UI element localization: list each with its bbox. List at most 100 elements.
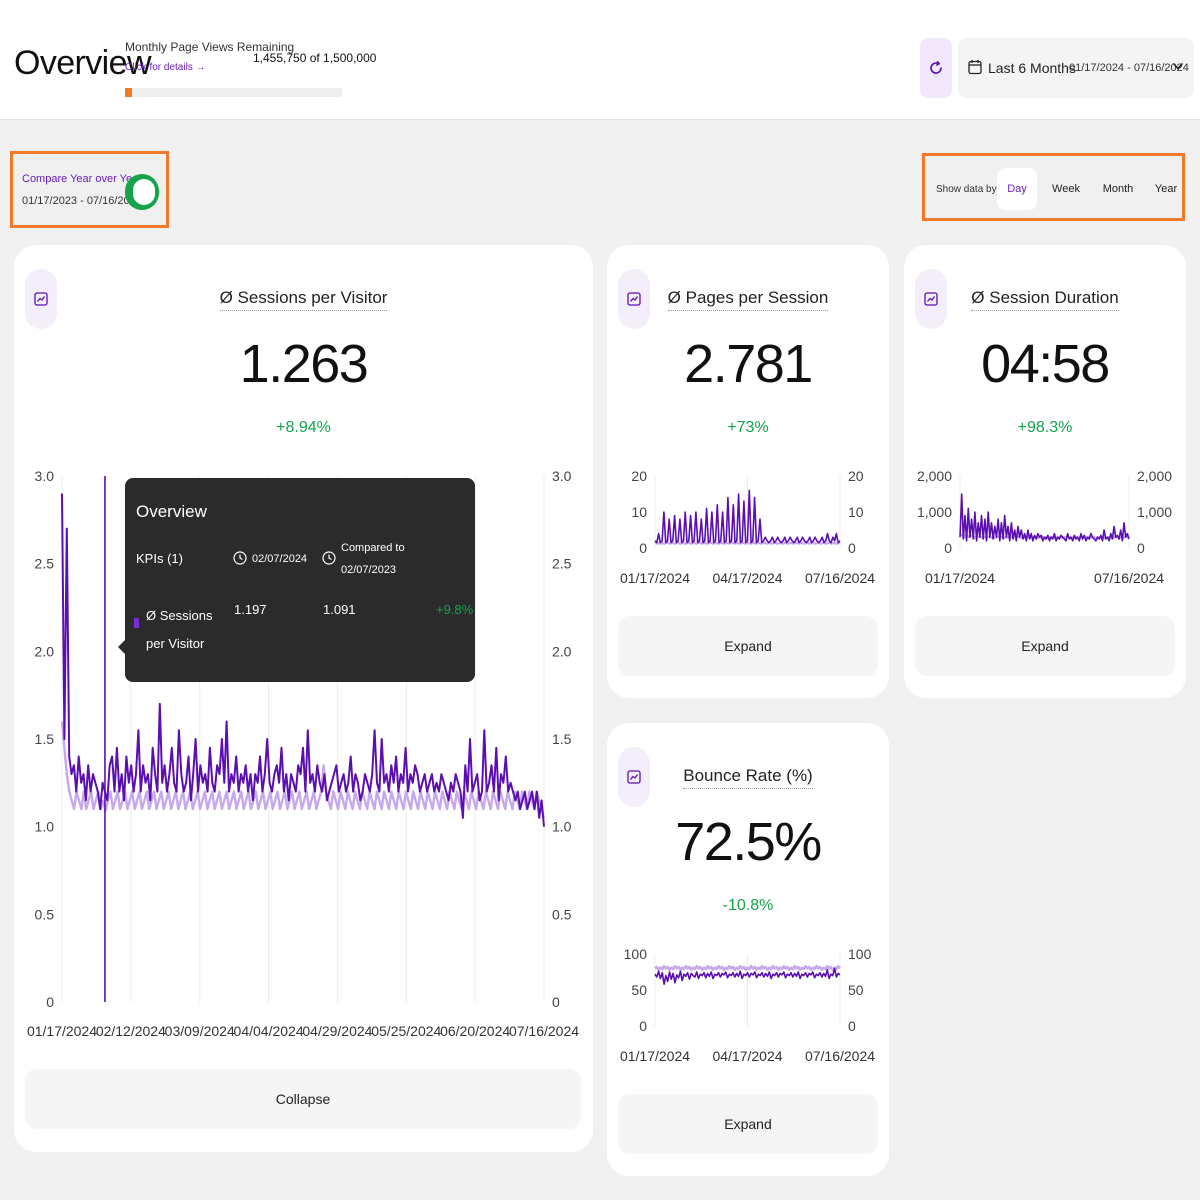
series-line-current bbox=[959, 493, 1130, 542]
top-bar: Overview Monthly Page Views Remaining Cl… bbox=[0, 0, 1200, 120]
x-tick-label: 01/17/2024 bbox=[925, 570, 995, 586]
chart-tooltip: Overview KPIs (1) 02/07/2024 Compared to… bbox=[118, 478, 475, 682]
compare-toggle[interactable] bbox=[125, 174, 159, 210]
kpi-value: 2.781 bbox=[684, 334, 813, 394]
y-tick-label-right: 2.0 bbox=[552, 643, 572, 659]
duration-chart[interactable]: 01/17/2024 07/16/2024 0 0 1,000 1,000 2,000 2,0… bbox=[904, 245, 1186, 698]
y-tick-label-right: 0 bbox=[1137, 540, 1145, 556]
series-line-compare bbox=[654, 541, 841, 545]
chart-icon bbox=[618, 747, 650, 807]
y-tick-label-right: 50 bbox=[848, 982, 864, 998]
refresh-icon bbox=[930, 61, 942, 74]
kpi-title: Bounce Rate (%) bbox=[607, 766, 889, 789]
x-tick-label: 02/12/2024 bbox=[96, 1023, 166, 1039]
y-tick-label: 2.0 bbox=[35, 643, 55, 659]
sessions-per-visitor-card: Ø Sessions per Visitor 1.263 +8.94% 01/1… bbox=[14, 245, 593, 1152]
series-line-compare bbox=[654, 964, 842, 972]
y-tick-label-right: 0.5 bbox=[552, 906, 572, 922]
granularity-week[interactable]: Week bbox=[1052, 183, 1080, 195]
x-tick-label: 04/04/2024 bbox=[234, 1023, 304, 1039]
date-range-picker[interactable]: Last 6 Months 01/17/2024 - 07/16/2024 bbox=[958, 38, 1194, 98]
kpi-title: Ø Pages per Session bbox=[607, 288, 889, 311]
expand-button[interactable]: Expand bbox=[618, 1094, 878, 1154]
clock-icon bbox=[322, 551, 336, 565]
x-tick-label: 06/20/2024 bbox=[440, 1023, 510, 1039]
granularity-day[interactable]: Day bbox=[997, 168, 1037, 210]
sessions-chart[interactable]: 01/17/202402/12/202403/09/202404/04/2024… bbox=[14, 245, 593, 1152]
bounce-rate-card: Bounce Rate (%) 72.5% -10.8% 01/17/2024 0… bbox=[607, 723, 889, 1176]
pages-per-session-card: Ø Pages per Session 2.781 +73% 01/17/202… bbox=[607, 245, 889, 698]
session-duration-card: Ø Session Duration 04:58 +98.3% 01/17/20… bbox=[904, 245, 1186, 698]
x-tick-label: 04/17/2024 bbox=[712, 1048, 782, 1064]
collapse-button[interactable]: Collapse bbox=[25, 1069, 581, 1129]
y-tick-label-right: 0 bbox=[848, 1018, 856, 1034]
y-tick-label: 2,000 bbox=[917, 468, 952, 484]
y-tick-label-right: 2.5 bbox=[552, 556, 572, 572]
expand-button[interactable]: Expand bbox=[618, 616, 878, 676]
compare-label: Compare Year over Year bbox=[22, 173, 142, 185]
page-views-label: Monthly Page Views Remaining bbox=[125, 40, 295, 54]
kpi-delta: +8.94% bbox=[276, 419, 331, 436]
show-data-by: Show data by: Day Week Month Year bbox=[922, 153, 1185, 221]
x-tick-label: 04/17/2024 bbox=[712, 570, 782, 586]
show-data-by-label: Show data by: bbox=[936, 184, 1000, 195]
compare-year-over-year: Compare Year over Year 01/17/2023 - 07/1… bbox=[10, 151, 169, 228]
kpi-delta: +73% bbox=[727, 419, 769, 436]
tooltip-metric-name: Ø Sessions per Visitor bbox=[146, 608, 213, 651]
chart-icon bbox=[618, 269, 650, 329]
y-tick-label: 50 bbox=[631, 982, 647, 998]
date-range-dates: 01/17/2024 - 07/16/2024 bbox=[1069, 62, 1189, 74]
refresh-button[interactable] bbox=[920, 38, 952, 98]
tooltip-title: Overview bbox=[136, 502, 207, 521]
page-views-count: 1,455,750 of 1,500,000 bbox=[253, 51, 377, 65]
series-color-marker bbox=[134, 618, 139, 628]
x-tick-label: 01/17/2024 bbox=[620, 570, 690, 586]
kpi-value: 04:58 bbox=[981, 334, 1110, 394]
y-tick-label: 0 bbox=[46, 994, 54, 1010]
y-tick-label: 10 bbox=[631, 504, 647, 520]
chart-icon bbox=[25, 269, 57, 329]
x-tick-label: 01/17/2024 bbox=[27, 1023, 97, 1039]
y-tick-label: 1.5 bbox=[35, 731, 55, 747]
y-tick-label-right: 1,000 bbox=[1137, 504, 1172, 520]
y-tick-label: 2.5 bbox=[35, 556, 55, 572]
chart-icon bbox=[915, 269, 947, 329]
y-tick-label: 1.0 bbox=[35, 819, 55, 835]
kpi-delta: -10.8% bbox=[722, 897, 774, 914]
y-tick-label-right: 100 bbox=[848, 946, 872, 962]
tooltip-compared-date: 02/07/2023 bbox=[341, 564, 397, 576]
y-tick-label: 20 bbox=[631, 468, 647, 484]
y-tick-label-right: 20 bbox=[848, 468, 864, 484]
tooltip-compared-value: 1.091 bbox=[323, 602, 356, 617]
toggle-knob bbox=[133, 179, 155, 205]
y-tick-label: 3.0 bbox=[35, 468, 55, 484]
kpi-value: 1.263 bbox=[239, 334, 369, 394]
y-tick-label: 0 bbox=[944, 540, 952, 556]
y-tick-label: 0 bbox=[639, 540, 647, 556]
page-title: Overview bbox=[14, 44, 152, 82]
x-tick-label: 07/16/2024 bbox=[1094, 570, 1164, 586]
granularity-year[interactable]: Year bbox=[1154, 183, 1178, 195]
bounce-chart[interactable]: 01/17/2024 04/17/2024 07/16/2024 0 0 50 50 100 1… bbox=[607, 723, 889, 1176]
x-tick-label: 07/16/2024 bbox=[509, 1023, 579, 1039]
kpi-delta: +98.3% bbox=[1017, 419, 1073, 436]
x-tick-label: 01/17/2024 bbox=[620, 1048, 690, 1064]
y-tick-label-right: 1.5 bbox=[552, 731, 572, 747]
clock-icon bbox=[233, 551, 247, 565]
tooltip-kpis-label: KPIs (1) bbox=[136, 551, 183, 566]
tooltip-date: 02/07/2024 bbox=[252, 553, 308, 565]
date-range-label: Last 6 Months bbox=[988, 60, 1076, 76]
expand-button[interactable]: Expand bbox=[915, 616, 1175, 676]
y-tick-label: 0 bbox=[639, 1018, 647, 1034]
compare-dates: 01/17/2023 - 07/16/2023 bbox=[22, 195, 142, 207]
page-views-details-link[interactable]: Click for details → bbox=[125, 62, 206, 73]
kpi-title: Ø Session Duration bbox=[904, 288, 1186, 311]
pages-chart[interactable]: 01/17/2024 04/17/2024 07/16/2024 0 0 10 10 20 20 bbox=[607, 245, 889, 698]
y-tick-label-right: 1.0 bbox=[552, 819, 572, 835]
tooltip-value: 1.197 bbox=[234, 602, 267, 617]
chevron-down-icon bbox=[1173, 63, 1183, 70]
y-tick-label-right: 3.0 bbox=[552, 468, 572, 484]
x-tick-label: 07/16/2024 bbox=[805, 570, 875, 586]
granularity-month[interactable]: Month bbox=[1102, 183, 1134, 195]
y-tick-label: 0.5 bbox=[35, 906, 55, 922]
